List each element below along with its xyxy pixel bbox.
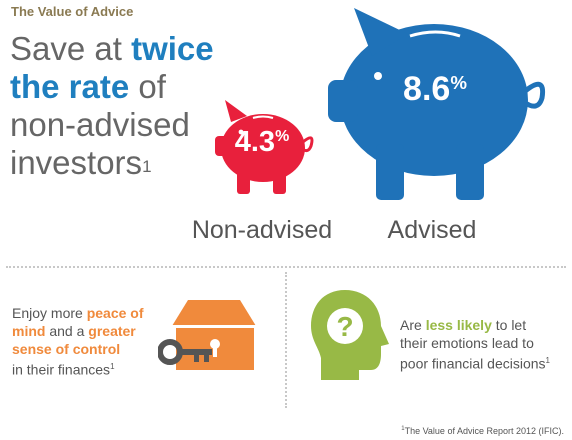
emotions-text: Are less likely to let their emotions le…: [400, 317, 550, 372]
peace-of-mind-text: Enjoy more peace of mind and a greater s…: [12, 305, 144, 378]
piggy-bank-small-icon: [215, 100, 314, 194]
headline-line1-emphasis: twice: [131, 30, 214, 67]
headline-footnote-mark: 1: [142, 157, 152, 176]
headline-line3: non-advised: [10, 106, 190, 143]
advised-rate: 8.6%: [403, 70, 467, 108]
headline-line4: investors: [10, 144, 143, 181]
non-advised-rate: 4.3%: [234, 126, 290, 158]
head-question-mark-icon: ?: [311, 290, 389, 380]
horizontal-divider: [6, 266, 566, 268]
house-with-key-icon: [158, 300, 260, 370]
vertical-divider: [285, 272, 287, 408]
kicker-title: The Value of Advice: [11, 4, 134, 19]
piggy-bank-large-icon: [328, 8, 546, 200]
headline: Save at twice the rate of non-advised in…: [10, 30, 220, 182]
footnote: 1The Value of Advice Report 2012 (IFIC).: [401, 426, 564, 436]
non-advised-label: Non-advised: [191, 216, 333, 244]
headline-line2-plain: of: [129, 68, 166, 105]
headline-line1-plain: Save at: [10, 30, 132, 67]
headline-line2-emphasis: the rate: [10, 68, 130, 105]
svg-text:?: ?: [336, 311, 353, 342]
advised-label: Advised: [387, 216, 477, 244]
